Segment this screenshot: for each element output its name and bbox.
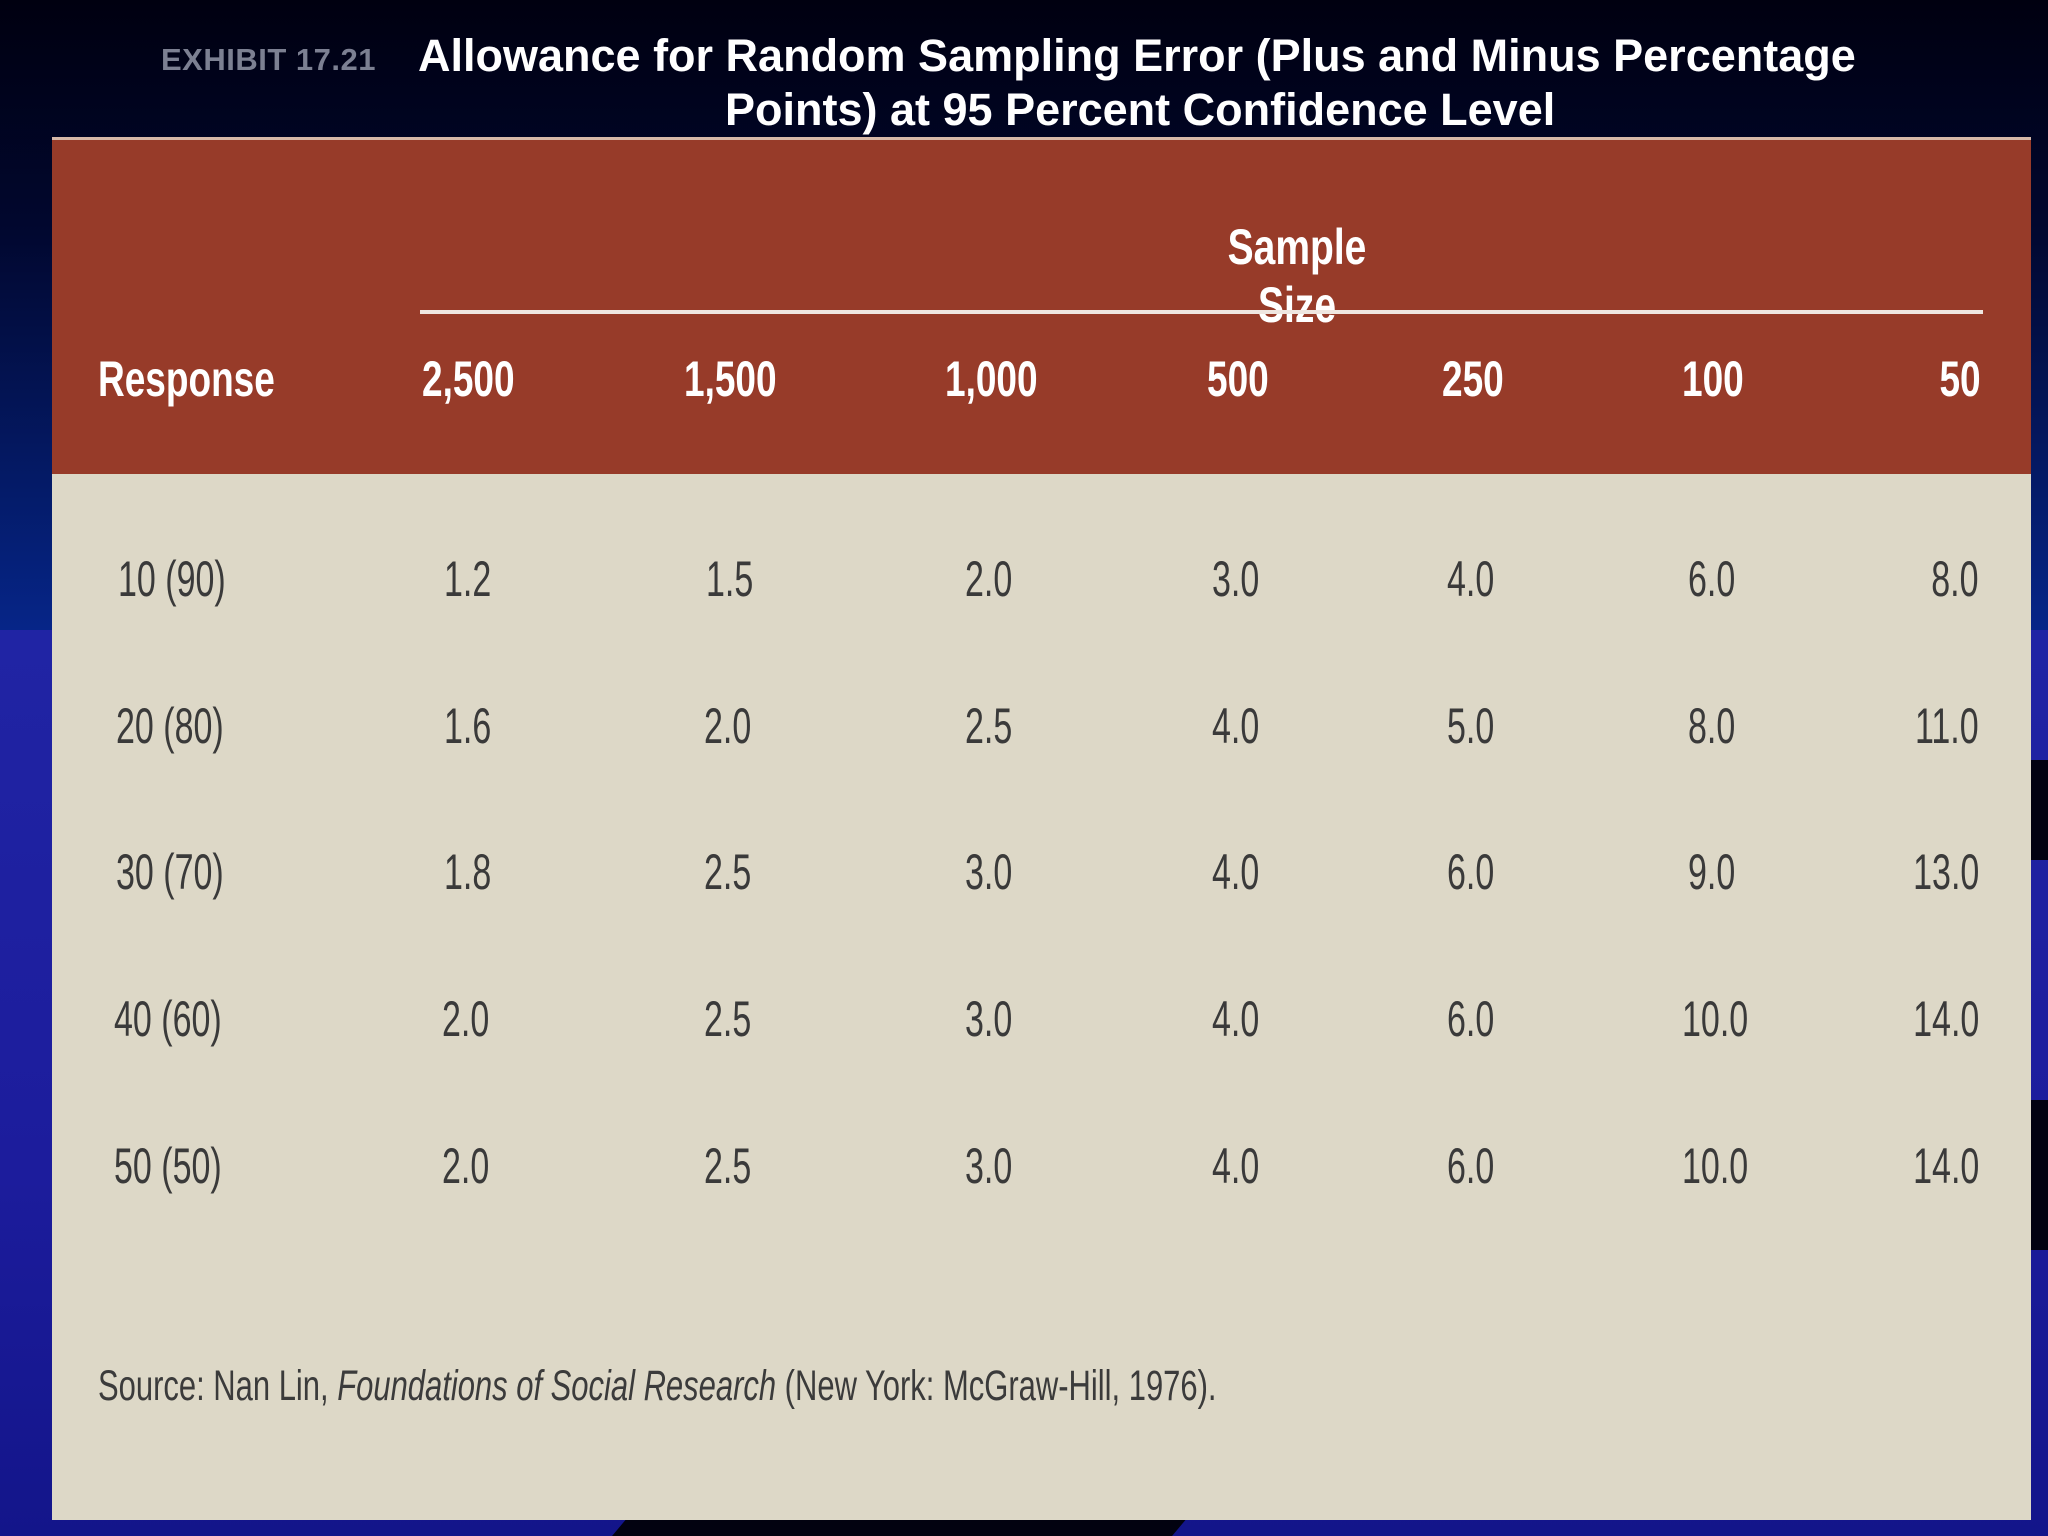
title-line-1: Allowance for Random Sampling Error (Plu… xyxy=(418,30,1856,81)
value-cell: 1.5 xyxy=(706,551,754,607)
value-cell: 2.5 xyxy=(704,1138,752,1194)
value-cell: 6.0 xyxy=(1447,1138,1495,1194)
table-header: Sample Size Response 2,500 1,500 1,000 5… xyxy=(52,140,2031,474)
value-cell: 4.0 xyxy=(1212,991,1260,1047)
column-header: 1,500 xyxy=(684,351,777,407)
value-cell: 11.0 xyxy=(1915,698,1979,754)
value-cell: 3.0 xyxy=(965,1138,1013,1194)
response-cell: 30 (70) xyxy=(116,844,224,900)
value-cell: 5.0 xyxy=(1447,698,1495,754)
response-cell: 50 (50) xyxy=(114,1138,222,1194)
title-line-2: Points) at 95 Percent Confidence Level xyxy=(725,84,1556,135)
response-column-header: Response xyxy=(98,351,275,407)
value-cell: 4.0 xyxy=(1212,698,1260,754)
source-prefix: Source: Nan Lin, xyxy=(98,1362,338,1410)
value-cell: 10.0 xyxy=(1682,1138,1749,1194)
value-cell: 6.0 xyxy=(1447,991,1495,1047)
slide-decoration-right-1 xyxy=(2031,760,2048,860)
value-cell: 1.2 xyxy=(444,551,492,607)
response-cell: 40 (60) xyxy=(114,991,222,1047)
value-cell: 4.0 xyxy=(1447,551,1495,607)
exhibit-label: EXHIBIT 17.21 xyxy=(161,42,376,77)
column-header: 100 xyxy=(1682,351,1744,407)
sample-size-group-header: Sample Size xyxy=(1227,219,1367,333)
slide-decoration-right-2 xyxy=(2031,1100,2048,1250)
column-header: 2,500 xyxy=(422,351,515,407)
value-cell: 2.5 xyxy=(965,698,1013,754)
value-cell: 1.6 xyxy=(444,698,492,754)
column-header: 50 xyxy=(1939,351,1981,407)
response-cell: 10 (90) xyxy=(118,551,226,607)
value-cell: 8.0 xyxy=(1688,698,1736,754)
slide-title: EXHIBIT 17.21 Allowance for Random Sampl… xyxy=(0,16,2048,135)
source-suffix: (New York: McGraw-Hill, 1976). xyxy=(776,1362,1217,1410)
value-cell: 9.0 xyxy=(1688,844,1736,900)
value-cell: 8.0 xyxy=(1931,551,1979,607)
response-cell: 20 (80) xyxy=(116,698,224,754)
value-cell: 6.0 xyxy=(1447,844,1495,900)
value-cell: 4.0 xyxy=(1212,844,1260,900)
sampling-error-table: Sample Size Response 2,500 1,500 1,000 5… xyxy=(52,137,2031,1520)
column-header: 1,000 xyxy=(945,351,1038,407)
value-cell: 14.0 xyxy=(1912,991,1979,1047)
group-header-rule xyxy=(420,310,1983,314)
value-cell: 14.0 xyxy=(1912,1138,1979,1194)
value-cell: 1.8 xyxy=(444,844,492,900)
value-cell: 2.0 xyxy=(442,1138,490,1194)
column-header: 250 xyxy=(1442,351,1504,407)
source-book-title: Foundations of Social Research xyxy=(337,1362,777,1410)
value-cell: 10.0 xyxy=(1682,991,1749,1047)
value-cell: 3.0 xyxy=(965,844,1013,900)
value-cell: 2.5 xyxy=(704,844,752,900)
value-cell: 2.0 xyxy=(704,698,752,754)
value-cell: 3.0 xyxy=(965,991,1013,1047)
source-note: Source: Nan Lin, Foundations of Social R… xyxy=(98,1362,1217,1411)
value-cell: 2.0 xyxy=(442,991,490,1047)
value-cell: 13.0 xyxy=(1912,844,1979,900)
value-cell: 2.5 xyxy=(704,991,752,1047)
value-cell: 3.0 xyxy=(1212,551,1260,607)
column-header: 500 xyxy=(1207,351,1269,407)
value-cell: 2.0 xyxy=(965,551,1013,607)
value-cell: 6.0 xyxy=(1688,551,1736,607)
value-cell: 4.0 xyxy=(1212,1138,1260,1194)
